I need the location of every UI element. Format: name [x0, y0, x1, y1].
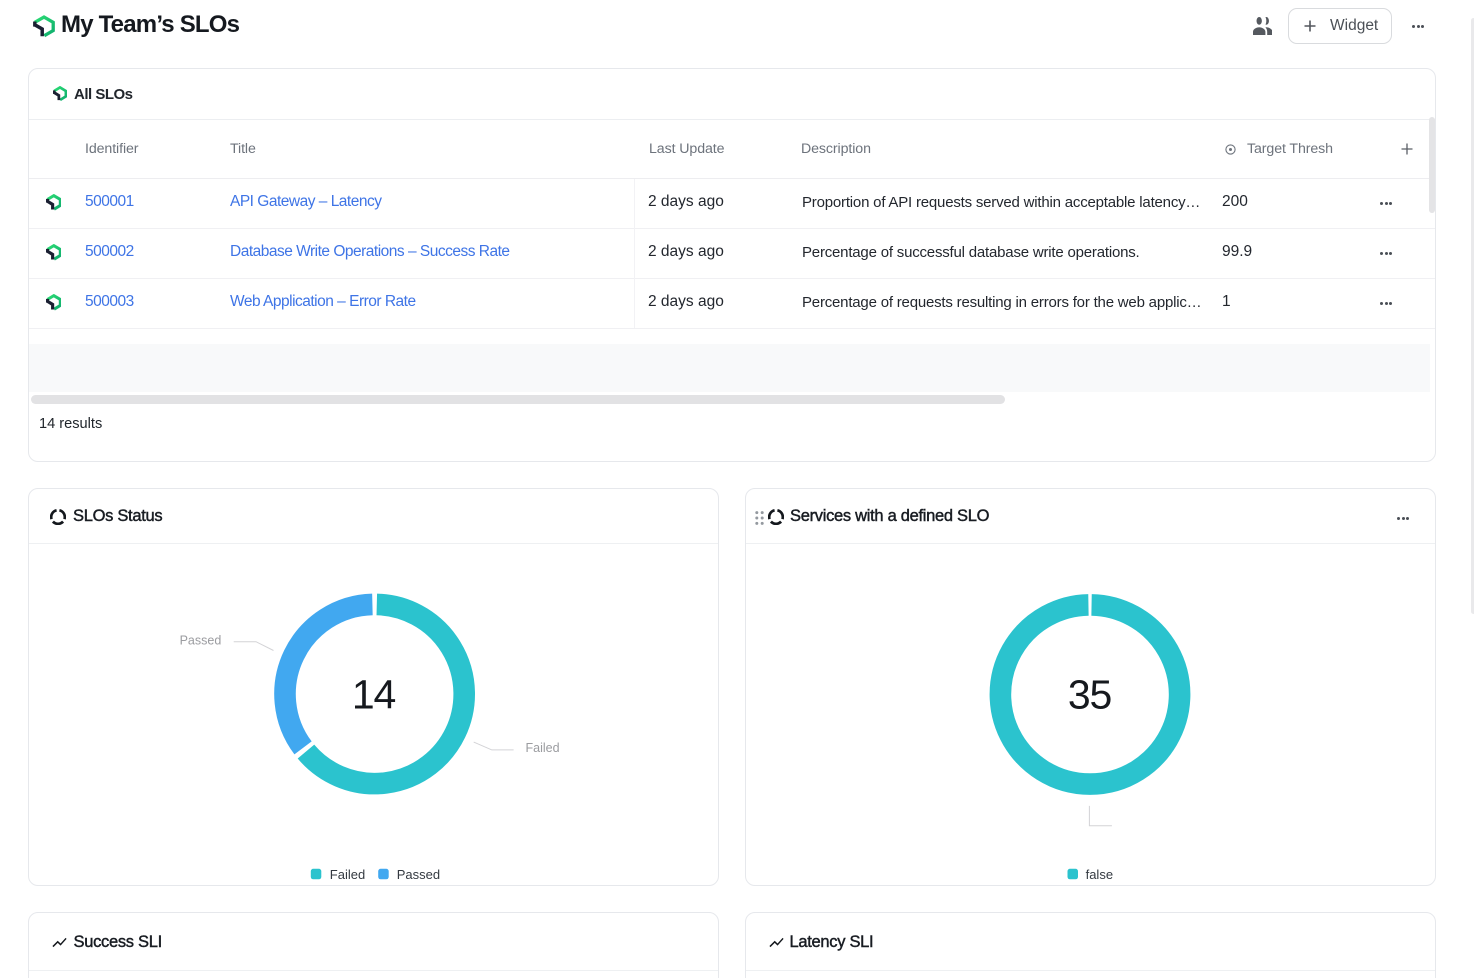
svg-text:Passed: Passed — [180, 634, 222, 648]
svg-text:Failed: Failed — [526, 741, 560, 755]
svg-text:35: 35 — [1068, 672, 1112, 718]
svg-text:14: 14 — [352, 672, 396, 718]
